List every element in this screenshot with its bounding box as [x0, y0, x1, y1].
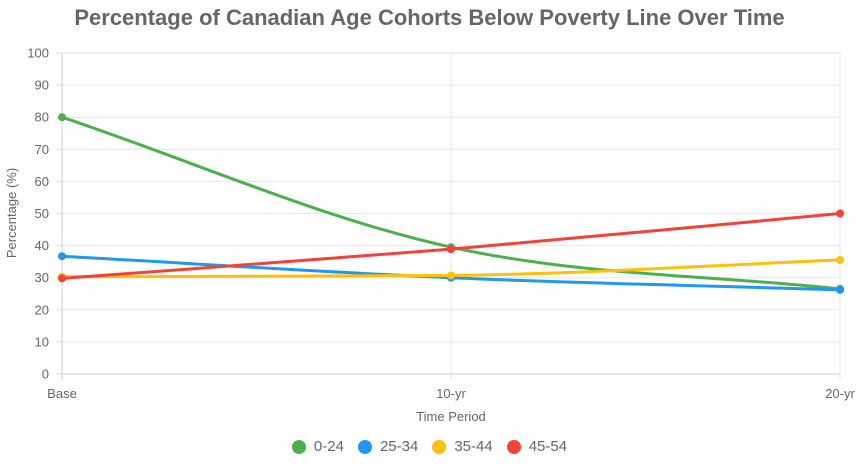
legend-item-35-44[interactable]: 35-44 [432, 438, 493, 455]
y-axis-title: Percentage (%) [4, 168, 19, 258]
y-tick-label: 40 [35, 238, 49, 253]
data-point-45-54[interactable] [447, 245, 455, 254]
x-tick-label: 10-yr [436, 386, 466, 401]
data-point-45-54[interactable] [836, 209, 844, 218]
legend-swatch [357, 439, 372, 454]
axes: 0 10 20 30 40 50 60 70 80 90 100 Base 10-yr 20-yr [27, 46, 855, 402]
grid [61, 52, 841, 380]
y-tick-label: 30 [35, 270, 49, 285]
y-tick-label: 100 [27, 46, 49, 61]
x-axis-title: Time Period [416, 409, 486, 424]
y-tick-label: 10 [35, 334, 49, 349]
legend-item-0-24[interactable]: 0-24 [291, 438, 344, 455]
y-tick-label: 70 [35, 142, 49, 157]
series-points [58, 113, 844, 294]
x-tick-label: Base [47, 386, 77, 401]
data-point-45-54[interactable] [58, 274, 66, 283]
y-tick-label: 90 [35, 78, 49, 93]
legend: 0-24 25-34 35-44 45-54 [0, 438, 859, 455]
legend-item-25-34[interactable]: 25-34 [357, 438, 419, 455]
data-point-25-34[interactable] [58, 252, 66, 261]
legend-label: 0-24 [313, 438, 344, 455]
legend-swatch [506, 439, 521, 454]
legend-swatch [291, 439, 306, 454]
chart-title: Percentage of Canadian Age Cohorts Below… [74, 5, 785, 30]
data-point-25-34[interactable] [836, 285, 844, 294]
legend-swatch [432, 439, 447, 454]
legend-label: 25-34 [379, 438, 419, 455]
legend-label: 45-54 [528, 438, 568, 455]
y-tick-label: 50 [35, 206, 49, 221]
data-point-35-44[interactable] [836, 256, 844, 265]
data-point-35-44[interactable] [447, 271, 455, 280]
y-tick-label: 0 [42, 367, 49, 382]
x-tick-label: 20-yr [825, 386, 855, 401]
y-tick-label: 80 [35, 110, 49, 125]
y-tick-label: 60 [35, 174, 49, 189]
legend-item-45-54[interactable]: 45-54 [506, 438, 568, 455]
data-point-0-24[interactable] [58, 113, 66, 122]
legend-label: 35-44 [454, 438, 493, 455]
y-tick-label: 20 [35, 302, 49, 317]
